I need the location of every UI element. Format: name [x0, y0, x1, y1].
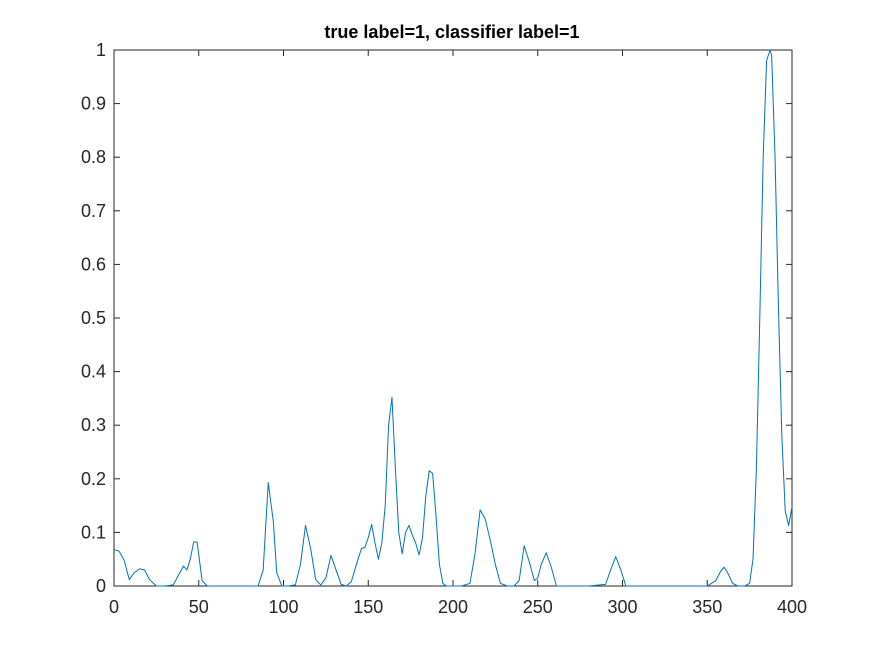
x-tick-label: 100 — [268, 597, 298, 617]
x-tick-label: 0 — [109, 597, 119, 617]
x-tick-label: 150 — [353, 597, 383, 617]
y-tick-label: 0.6 — [81, 254, 106, 274]
y-tick-label: 0.2 — [81, 469, 106, 489]
plot-area: 0 50 100 150 200 250 300 350 400 0 0.1 0.2 0.3 0.4 0.5… — [81, 40, 807, 617]
y-tick-label: 0.9 — [81, 94, 106, 114]
x-tick-label: 200 — [438, 597, 468, 617]
axes-box — [113, 49, 793, 587]
x-tick-label: 250 — [523, 597, 553, 617]
y-tick-label: 0.5 — [81, 308, 106, 328]
x-tick-label: 400 — [777, 597, 807, 617]
x-tick-label: 300 — [607, 597, 637, 617]
y-tick-label: 0.7 — [81, 201, 106, 221]
y-tick-label: 0.8 — [81, 147, 106, 167]
x-tick-label: 350 — [692, 597, 722, 617]
y-tick-label: 0.1 — [81, 522, 106, 542]
series-line — [113, 49, 793, 587]
chart-title: true label=1, classifier label=1 — [324, 22, 579, 42]
y-tick-label: 0.4 — [81, 362, 106, 382]
y-tick-label: 0 — [96, 576, 106, 596]
y-tick-label: 1 — [96, 40, 106, 60]
x-tick-label: 50 — [189, 597, 209, 617]
y-tick-label: 0.3 — [81, 415, 106, 435]
